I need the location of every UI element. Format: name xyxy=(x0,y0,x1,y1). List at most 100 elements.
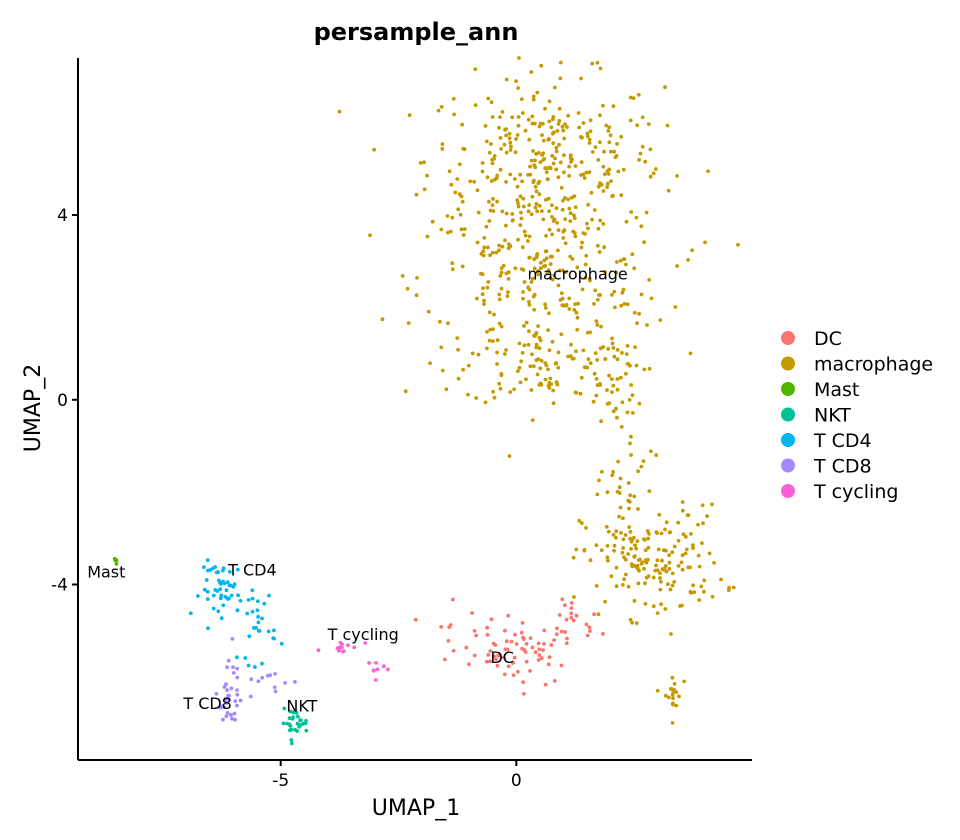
point xyxy=(456,376,461,381)
point xyxy=(554,145,559,150)
point xyxy=(570,257,575,261)
point xyxy=(572,231,577,235)
point xyxy=(627,506,631,511)
point xyxy=(550,203,554,208)
point xyxy=(565,636,569,641)
point xyxy=(217,578,221,583)
point xyxy=(670,692,675,697)
point xyxy=(630,393,635,398)
point xyxy=(503,352,507,356)
point xyxy=(527,300,531,304)
point xyxy=(547,655,552,660)
point xyxy=(522,204,526,209)
point xyxy=(293,680,297,684)
point xyxy=(224,714,229,719)
point xyxy=(497,243,501,248)
point xyxy=(521,635,525,640)
point xyxy=(539,260,543,265)
point xyxy=(253,665,257,669)
point xyxy=(598,382,602,386)
point xyxy=(540,121,545,126)
point xyxy=(527,234,532,239)
point xyxy=(543,361,548,366)
point xyxy=(560,124,565,129)
point xyxy=(571,356,576,361)
point xyxy=(485,625,490,630)
point xyxy=(236,593,241,598)
point xyxy=(637,401,642,406)
point xyxy=(666,695,671,700)
point xyxy=(283,681,287,685)
point xyxy=(537,653,542,658)
point xyxy=(588,118,593,123)
point xyxy=(562,170,566,175)
point xyxy=(495,338,500,342)
point xyxy=(594,393,599,398)
point xyxy=(537,124,542,129)
point xyxy=(288,709,293,714)
point xyxy=(508,390,513,394)
point xyxy=(646,574,651,579)
point xyxy=(480,161,485,165)
point xyxy=(556,122,561,126)
point xyxy=(541,648,545,652)
point xyxy=(605,555,610,560)
point xyxy=(637,568,641,573)
y-axis-ticks: -4 0 4 xyxy=(51,206,78,596)
point xyxy=(537,192,542,197)
point xyxy=(529,70,534,74)
point xyxy=(705,514,709,518)
point xyxy=(567,296,572,301)
point xyxy=(536,658,541,662)
point xyxy=(604,525,609,529)
point xyxy=(532,257,537,262)
point xyxy=(664,548,668,553)
point xyxy=(418,161,423,165)
point xyxy=(492,395,497,400)
point xyxy=(592,208,597,212)
point xyxy=(647,532,651,536)
point xyxy=(542,628,547,633)
point xyxy=(615,489,620,494)
cluster-label-macrophage: macrophage xyxy=(527,265,627,284)
point xyxy=(606,347,610,351)
point xyxy=(640,144,645,149)
point xyxy=(595,323,600,327)
point xyxy=(628,441,632,446)
point xyxy=(576,301,580,306)
point xyxy=(273,689,278,694)
point xyxy=(530,352,534,357)
point xyxy=(530,276,535,281)
point xyxy=(621,257,626,261)
point xyxy=(574,547,579,552)
point xyxy=(487,199,491,204)
point xyxy=(612,548,616,553)
point xyxy=(545,271,550,276)
point xyxy=(618,476,623,481)
point xyxy=(114,561,119,566)
point xyxy=(532,333,536,338)
point xyxy=(440,142,445,147)
point xyxy=(380,317,385,322)
point xyxy=(520,245,525,250)
point xyxy=(510,115,515,120)
point xyxy=(488,253,492,258)
point xyxy=(483,124,488,128)
point xyxy=(533,650,538,655)
point xyxy=(569,606,574,610)
point xyxy=(481,286,485,290)
point xyxy=(504,127,509,131)
point xyxy=(487,219,492,223)
point xyxy=(604,123,609,128)
point xyxy=(547,386,552,390)
point xyxy=(629,210,634,214)
point xyxy=(517,341,522,346)
point xyxy=(523,233,528,238)
point xyxy=(287,728,292,733)
point xyxy=(550,339,555,344)
point xyxy=(573,164,578,168)
point xyxy=(486,245,490,250)
point xyxy=(467,662,471,667)
point xyxy=(262,601,267,606)
point xyxy=(337,645,342,650)
